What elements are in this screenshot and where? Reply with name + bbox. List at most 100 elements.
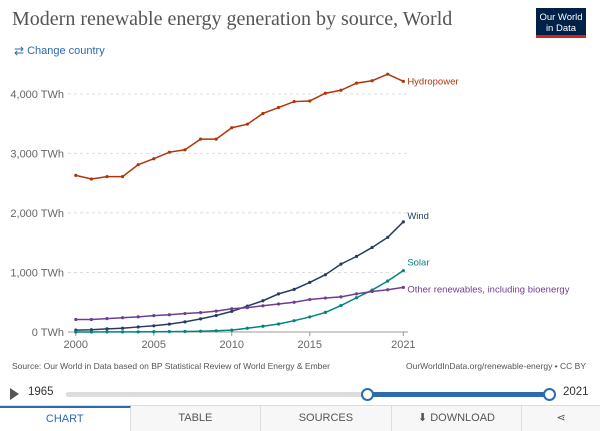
data-point — [308, 315, 312, 319]
data-point — [89, 317, 93, 322]
data-point — [105, 330, 109, 334]
download-icon: ⬇ — [417, 412, 428, 424]
data-point — [230, 307, 234, 311]
data-point — [276, 105, 281, 110]
source-note: Source: Our World in Data based on BP St… — [12, 361, 330, 371]
data-point — [105, 174, 109, 179]
data-point — [401, 285, 405, 289]
swap-arrows-icon: ⇄ — [14, 44, 25, 58]
data-point — [339, 303, 343, 308]
data-point — [89, 328, 93, 332]
data-point — [261, 111, 265, 116]
x-tick-label: 2005 — [142, 339, 166, 351]
download-label: Download — [430, 412, 495, 424]
data-point — [401, 79, 405, 83]
data-point — [198, 137, 203, 141]
series-line — [75, 221, 404, 331]
data-point — [167, 313, 171, 317]
data-point — [167, 330, 171, 334]
play-icon[interactable] — [10, 388, 19, 400]
data-point — [292, 99, 296, 104]
tab-share[interactable]: ⋖ — [522, 406, 600, 431]
timeline-start-handle[interactable] — [361, 388, 375, 401]
data-point — [167, 322, 171, 326]
chart-tabs: Chart Table Sources ⬇ Download ⋖ — [0, 405, 600, 431]
line-chart: 0 TWh 1,000 TWh 2,000 TWh 3,000 TWh 4,000 TW… — [10, 72, 570, 351]
data-point — [323, 296, 327, 300]
data-point — [245, 122, 249, 126]
data-point — [308, 99, 312, 103]
data-point — [183, 320, 187, 324]
data-point — [214, 137, 218, 141]
data-point — [120, 174, 125, 179]
y-tick-label: 0 TWh — [32, 327, 64, 339]
data-point — [354, 254, 359, 258]
tab-chart[interactable]: Chart — [0, 406, 131, 431]
data-point — [323, 310, 327, 315]
data-point — [292, 300, 296, 304]
data-point — [323, 273, 327, 277]
series-label: Wind — [407, 211, 429, 222]
series-line — [75, 73, 404, 180]
y-tick-label: 4,000 TWh — [10, 89, 64, 101]
series-label: Hydropower — [407, 76, 458, 87]
owid-logo[interactable]: Our World in Data — [536, 8, 586, 38]
data-point — [354, 292, 359, 296]
tab-download[interactable]: ⬇ Download — [391, 406, 523, 431]
data-point — [386, 279, 390, 283]
data-point — [339, 88, 343, 92]
data-point — [261, 299, 265, 303]
data-point — [136, 315, 140, 319]
data-point — [105, 317, 109, 321]
data-point — [339, 295, 343, 299]
data-point — [152, 314, 156, 318]
data-point — [245, 326, 249, 330]
timeline-end-handle[interactable] — [542, 388, 556, 401]
data-point — [198, 317, 203, 321]
x-tick-label: 2021 — [391, 339, 415, 351]
data-point — [245, 305, 249, 310]
tab-sources[interactable]: Sources — [261, 406, 392, 431]
data-point — [120, 316, 125, 320]
data-point — [74, 173, 78, 177]
data-point — [370, 245, 374, 250]
data-point — [89, 330, 93, 334]
y-tick-label: 2,000 TWh — [10, 208, 64, 220]
data-point — [120, 326, 125, 330]
data-point — [136, 163, 140, 167]
data-point — [386, 235, 390, 239]
data-point — [183, 148, 187, 152]
data-point — [120, 330, 125, 334]
series-line — [75, 286, 404, 321]
x-tick-label: 2000 — [64, 339, 88, 351]
data-point — [292, 319, 296, 323]
tab-table[interactable]: Table — [130, 406, 262, 431]
data-point — [354, 296, 359, 300]
share-icon: ⋖ — [556, 412, 566, 424]
data-point — [261, 304, 265, 308]
x-tick-label: 2010 — [220, 339, 244, 351]
data-point — [292, 287, 296, 291]
change-country-button[interactable]: ⇄ Change country — [14, 44, 105, 58]
data-point — [323, 91, 327, 95]
data-point — [401, 220, 405, 224]
data-point — [198, 329, 203, 333]
data-point — [89, 177, 93, 181]
data-point — [370, 289, 374, 294]
data-point — [276, 302, 281, 306]
data-point — [105, 327, 109, 331]
license-link[interactable]: OurWorldInData.org/renewable-energy • CC… — [406, 361, 586, 371]
data-point — [214, 313, 218, 318]
data-point — [230, 126, 234, 130]
series-label: Other renewables, including bioenergy — [407, 284, 569, 295]
timeline-track[interactable] — [66, 392, 549, 397]
data-point — [74, 317, 78, 322]
data-point — [339, 262, 343, 266]
logo-line-2: in Data — [545, 23, 577, 34]
data-point — [401, 269, 405, 273]
data-point — [152, 157, 156, 161]
data-point — [261, 324, 265, 328]
data-point — [183, 329, 187, 334]
data-point — [136, 325, 140, 329]
data-point — [136, 330, 140, 334]
